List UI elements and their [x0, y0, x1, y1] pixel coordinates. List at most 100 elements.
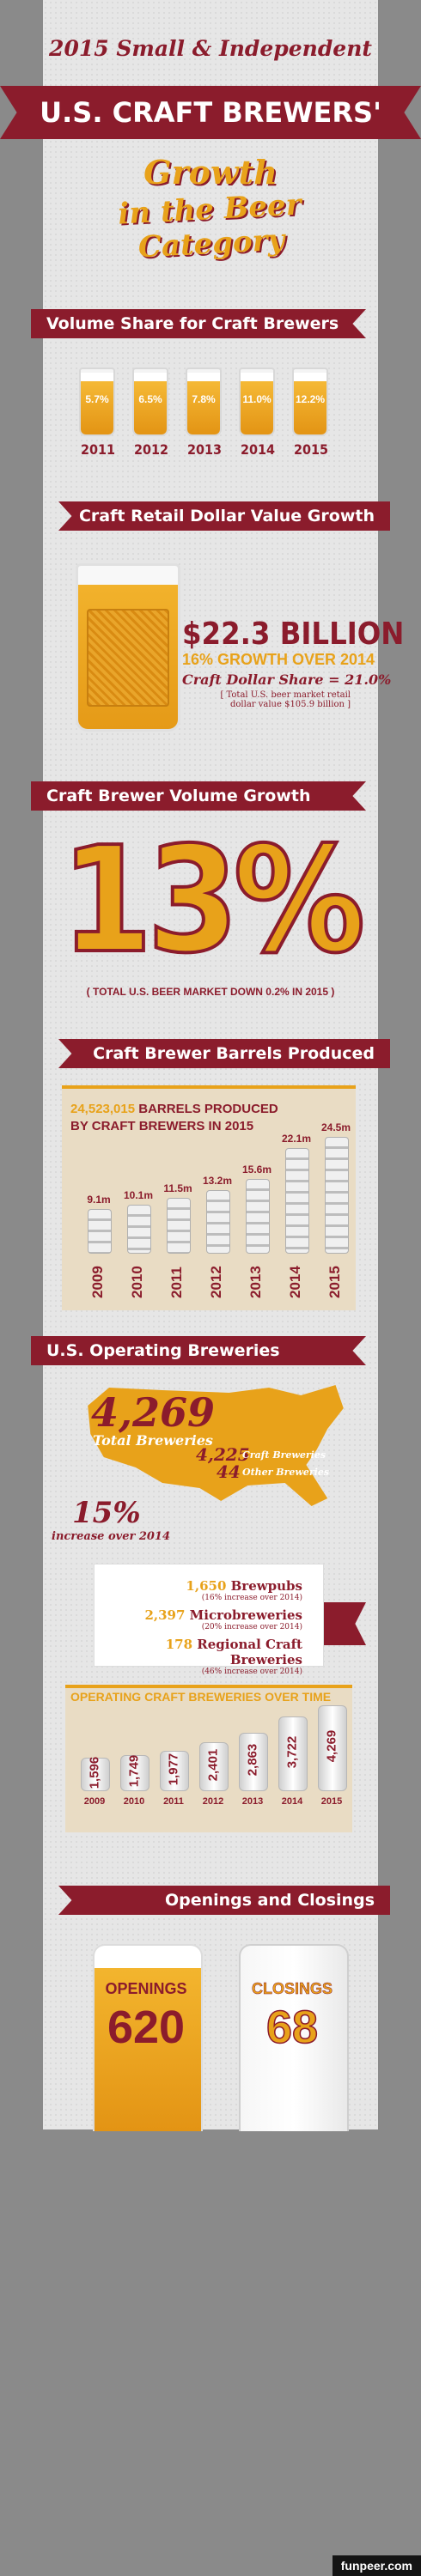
increase-value: 15%	[72, 1496, 141, 1530]
retail-share: Craft Dollar Share = 21.0%	[182, 671, 392, 688]
header-line1: 2015 Small & Independent	[49, 36, 372, 61]
volume-growth-value: 13%	[59, 814, 367, 987]
volume-share-value: 12.2%	[295, 393, 326, 405]
retail-growth: 16% GROWTH OVER 2014	[182, 651, 375, 668]
keg-year-label: 2011	[168, 1267, 185, 1298]
beer-fill	[81, 381, 113, 434]
beer-fill	[187, 381, 220, 434]
brewery-can	[239, 1733, 268, 1791]
volume-share-value: 5.7%	[85, 393, 109, 405]
keg-stack	[206, 1190, 230, 1254]
keg-stack	[88, 1209, 112, 1254]
barrels-headline-number: 24,523,015	[70, 1102, 136, 1116]
volume-share-banner: Volume Share for Craft Brewers	[31, 309, 366, 338]
barrels-headline: 24,523,015 BARRELS PRODUCED BY CRAFT BRE…	[70, 1101, 278, 1135]
barrels-banner: Craft Brewer Barrels Produced	[58, 1039, 390, 1068]
beer-glass-2012: 6.5%	[132, 368, 168, 436]
closings-glass	[239, 1944, 349, 2131]
craft-breweries-label: Craft Breweries	[242, 1449, 326, 1461]
retail-note: [ Total U.S. beer market retail dollar v…	[220, 690, 351, 709]
brewery-can	[120, 1755, 149, 1791]
dollar-bill-icon	[87, 609, 169, 707]
total-breweries-number: 4,269	[91, 1389, 216, 1436]
brewery-can-label: 1,596	[87, 1756, 102, 1789]
footer-site-label[interactable]: funpeer.com	[332, 2555, 421, 2576]
brewery-can	[278, 1716, 308, 1791]
keg-year-label: 2010	[129, 1266, 145, 1298]
keg-year-label: 2009	[89, 1266, 106, 1298]
brewery-type-number: 2,397	[144, 1607, 186, 1623]
brewery-can-label: 1,977	[166, 1753, 181, 1785]
beer-glass-2015: 12.2%	[292, 368, 328, 436]
keg-value-label: 24.5m	[320, 1121, 351, 1133]
brewery-type-label: Brewpubs	[230, 1578, 302, 1594]
keg-value-label: 22.1m	[281, 1133, 312, 1145]
brewery-types-card	[95, 1564, 323, 1666]
header-line2: U.S. CRAFT BREWERS'	[40, 96, 381, 129]
brewery-type-row: 2,397 Microbreweries (20% increase over 2…	[108, 1607, 302, 1631]
volume-share-year: 2011	[81, 441, 116, 458]
openings-value: 620	[107, 2002, 186, 2053]
beer-foam	[187, 373, 220, 381]
brewery-can	[81, 1758, 110, 1791]
brewery-can-year: 2009	[83, 1796, 106, 1807]
beer-fill	[241, 381, 273, 434]
brewery-type-row: 178 Regional Craft Breweries (46% increas…	[108, 1637, 302, 1676]
increase-label: increase over 2014	[52, 1530, 171, 1543]
brewery-can-year: 2011	[163, 1796, 184, 1807]
keg-stack	[285, 1148, 309, 1254]
beer-glass-dollar	[76, 563, 180, 732]
closings-value: 68	[265, 2001, 319, 2054]
volume-growth-banner: Craft Brewer Volume Growth	[31, 781, 366, 811]
volume-share-year: 2013	[187, 441, 223, 458]
brewery-can-label: 1,749	[126, 1754, 142, 1788]
brewery-can-label: 3,722	[284, 1735, 300, 1768]
brewery-type-line: 178 Regional Craft Breweries	[108, 1637, 302, 1668]
brewery-type-line: 2,397 Microbreweries	[108, 1607, 302, 1623]
brewery-can	[160, 1751, 189, 1791]
keg-value-label: 10.1m	[123, 1189, 154, 1201]
brewery-type-number: 178	[165, 1637, 193, 1652]
breweries-banner: U.S. Operating Breweries	[31, 1336, 366, 1365]
keg-value-label: 9.1m	[87, 1194, 111, 1206]
keg-value-label: 15.6m	[241, 1163, 272, 1176]
keg-stack	[127, 1205, 151, 1254]
keg-year-label: 2012	[208, 1266, 224, 1298]
keg-value-label: 13.2m	[202, 1175, 233, 1187]
brewery-can-year: 2010	[123, 1796, 145, 1807]
brewery-type-label: Microbreweries	[189, 1607, 302, 1623]
brewery-can-label: 2,863	[245, 1743, 260, 1777]
keg-year-label: 2013	[247, 1266, 264, 1298]
brewery-can	[199, 1742, 229, 1791]
breweries-title: U.S. Operating Breweries	[46, 1341, 280, 1360]
other-breweries-number: 44	[217, 1461, 241, 1482]
brewery-type-row: 1,650 Brewpubs (16% increase over 2014)	[108, 1578, 302, 1602]
volume-growth-title: Craft Brewer Volume Growth	[46, 787, 311, 805]
beer-fill	[134, 381, 167, 434]
brewery-can-label: 4,269	[324, 1729, 339, 1763]
volume-share-value: 7.8%	[192, 393, 216, 405]
openings-banner: Openings and Closings	[58, 1886, 390, 1915]
beer-foam	[241, 373, 273, 381]
keg-stack	[167, 1198, 191, 1254]
retail-banner: Craft Retail Dollar Value Growth	[58, 501, 390, 531]
keg-value-label: 11.5m	[163, 1182, 192, 1194]
brewery-can-year: 2013	[241, 1796, 264, 1807]
retail-amount: $22.3 BILLION	[182, 617, 405, 652]
beer-glass-2014: 11.0%	[239, 368, 275, 436]
volume-growth-note: ( TOTAL U.S. BEER MARKET DOWN 0.2% IN 20…	[86, 986, 335, 998]
brewery-type-label: Regional Craft Breweries	[197, 1637, 302, 1668]
total-breweries-label: Total Breweries	[93, 1432, 213, 1449]
brewery-type-note: (20% increase over 2014)	[201, 1623, 302, 1631]
beer-glass-2011: 5.7%	[79, 368, 115, 436]
brewery-type-note: (16% increase over 2014)	[201, 1594, 302, 1602]
brewery-can-year: 2014	[281, 1796, 303, 1807]
beer-glass-2013: 7.8%	[186, 368, 222, 436]
beer-foam	[134, 373, 167, 381]
openings-title: Openings and Closings	[164, 1891, 375, 1910]
other-breweries-label: Other Breweries	[242, 1467, 330, 1478]
volume-share-title: Volume Share for Craft Brewers	[46, 314, 339, 333]
volume-share-year: 2014	[241, 441, 276, 458]
brewery-type-note: (46% increase over 2014)	[201, 1668, 302, 1676]
